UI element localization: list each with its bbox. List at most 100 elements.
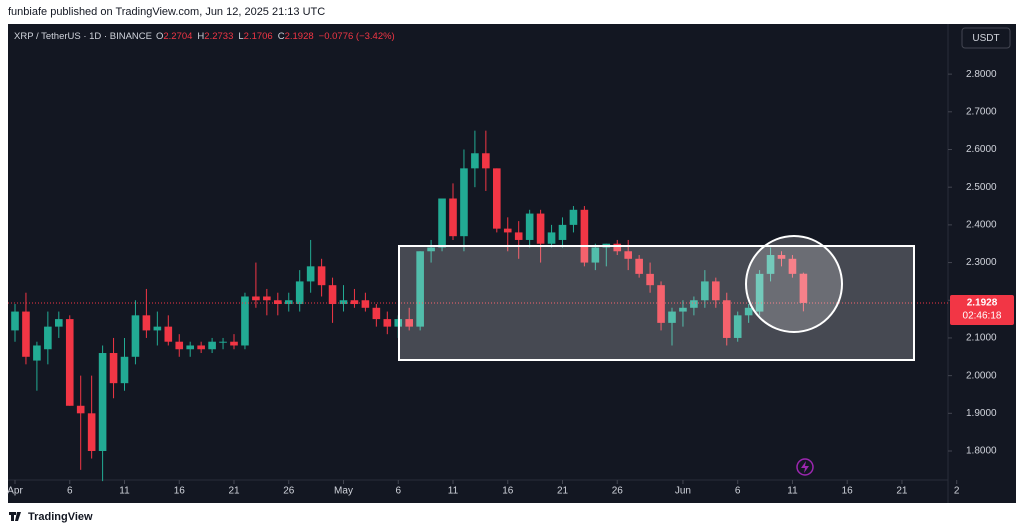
publisher-line: funbiafe published on TradingView.com, J… (8, 6, 325, 18)
ohlc-value: 2.2733 (204, 31, 233, 42)
brand-name: TradingView (28, 511, 93, 523)
candle-body (514, 232, 523, 240)
candle-body (733, 315, 742, 338)
candle-body (701, 281, 709, 301)
ohlc-label: O (156, 31, 163, 42)
brand-logo (9, 512, 21, 521)
x-tick-label: 11 (448, 486, 459, 497)
candle-body (657, 285, 665, 323)
ohlc-value: 2.2704 (163, 31, 192, 42)
candle-body (317, 266, 326, 286)
candle-body (438, 198, 446, 248)
currency-label: USDT (972, 33, 999, 44)
candle-body (525, 213, 534, 240)
x-tick-label: 16 (842, 486, 854, 497)
x-tick-label: Jun (675, 486, 691, 497)
y-tick-label: 2.0000 (966, 370, 997, 381)
candle-body (613, 243, 622, 252)
alert-bolt (801, 461, 809, 473)
candle-body (482, 153, 490, 169)
candle-body (197, 345, 205, 350)
y-tick-label: 2.1000 (966, 333, 997, 344)
candle-body (755, 273, 764, 312)
change-value: −0.0776 (−3.42%) (319, 31, 395, 42)
x-tick-label: 11 (787, 486, 798, 497)
candle-body (164, 326, 173, 342)
candle-body (361, 300, 370, 308)
candle-body (788, 258, 797, 274)
candle-body (76, 405, 85, 414)
candle-body (263, 296, 271, 301)
candle-body (55, 319, 63, 327)
candle-body (493, 168, 501, 229)
candle-body (635, 258, 643, 274)
candle-body (427, 247, 435, 252)
candle-body (98, 353, 107, 452)
candle-body (580, 209, 589, 263)
y-tick-label: 2.7000 (966, 106, 997, 117)
symbol-legend: XRP / TetherUS · 1D · BINANCE O2.2704 H2.2… (14, 31, 395, 42)
candle-body (690, 300, 698, 308)
candle-body (87, 413, 96, 452)
alert-icon[interactable] (796, 458, 814, 476)
candle-body (679, 307, 687, 312)
candle-body (744, 307, 753, 316)
x-tick-label: 26 (283, 486, 295, 497)
candle-body (131, 315, 140, 357)
candle-body (219, 341, 227, 343)
candle-body (109, 353, 118, 384)
candle-body (383, 319, 392, 327)
range-box (398, 245, 915, 361)
candle-body (712, 281, 720, 301)
candle-body (120, 356, 129, 384)
candle-body (175, 341, 184, 350)
candle-body (350, 300, 359, 305)
x-tick-label: 11 (119, 486, 130, 497)
candle-body (44, 326, 52, 350)
x-tick-label: 16 (502, 486, 514, 497)
x-tick-label: May (334, 486, 353, 497)
chart-panel (8, 24, 1016, 503)
symbol-title: XRP / TetherUS · 1D · BINANCE (14, 31, 152, 42)
candle-body (449, 198, 457, 237)
x-tick-label: 26 (612, 486, 624, 497)
x-tick-label: 6 (67, 486, 73, 497)
candle-body (416, 251, 424, 327)
candle-body (536, 213, 545, 244)
x-tick-label: 16 (174, 486, 186, 497)
y-tick-label: 2.5000 (966, 182, 997, 193)
candle-body (668, 311, 676, 323)
candle-body (372, 307, 381, 320)
candle-body (252, 296, 260, 301)
candle-body (186, 345, 194, 350)
y-tick-label: 2.3000 (966, 257, 997, 268)
x-tick-label: 2 (954, 486, 960, 497)
candle-body (460, 168, 468, 237)
candle-body (558, 224, 567, 240)
candle-body (274, 300, 282, 305)
candle-body (405, 319, 413, 327)
candle-body (766, 255, 775, 274)
ohlc-label: H (197, 31, 204, 42)
candle-body (722, 300, 731, 338)
y-tick-label: 2.6000 (966, 144, 997, 155)
candle-body (11, 311, 19, 331)
last-price-label: 2.1928 (967, 298, 998, 309)
x-tick-label: Apr (7, 486, 23, 497)
ohlc-label: C (278, 31, 285, 42)
candle-body (339, 300, 348, 305)
y-tick-label: 1.8000 (966, 446, 997, 457)
x-tick-label: 21 (557, 486, 569, 497)
last-price-box (950, 294, 1014, 325)
candle-body (142, 315, 151, 331)
candle-body (295, 281, 304, 305)
currency-button[interactable] (961, 27, 1011, 49)
x-tick-label: 21 (228, 486, 240, 497)
ohlc-value: 2.1706 (244, 31, 273, 42)
candle-body (569, 209, 578, 225)
candle-body (241, 296, 249, 346)
candle-body (591, 247, 600, 263)
candle-body (153, 326, 162, 331)
candle-body (230, 341, 238, 346)
